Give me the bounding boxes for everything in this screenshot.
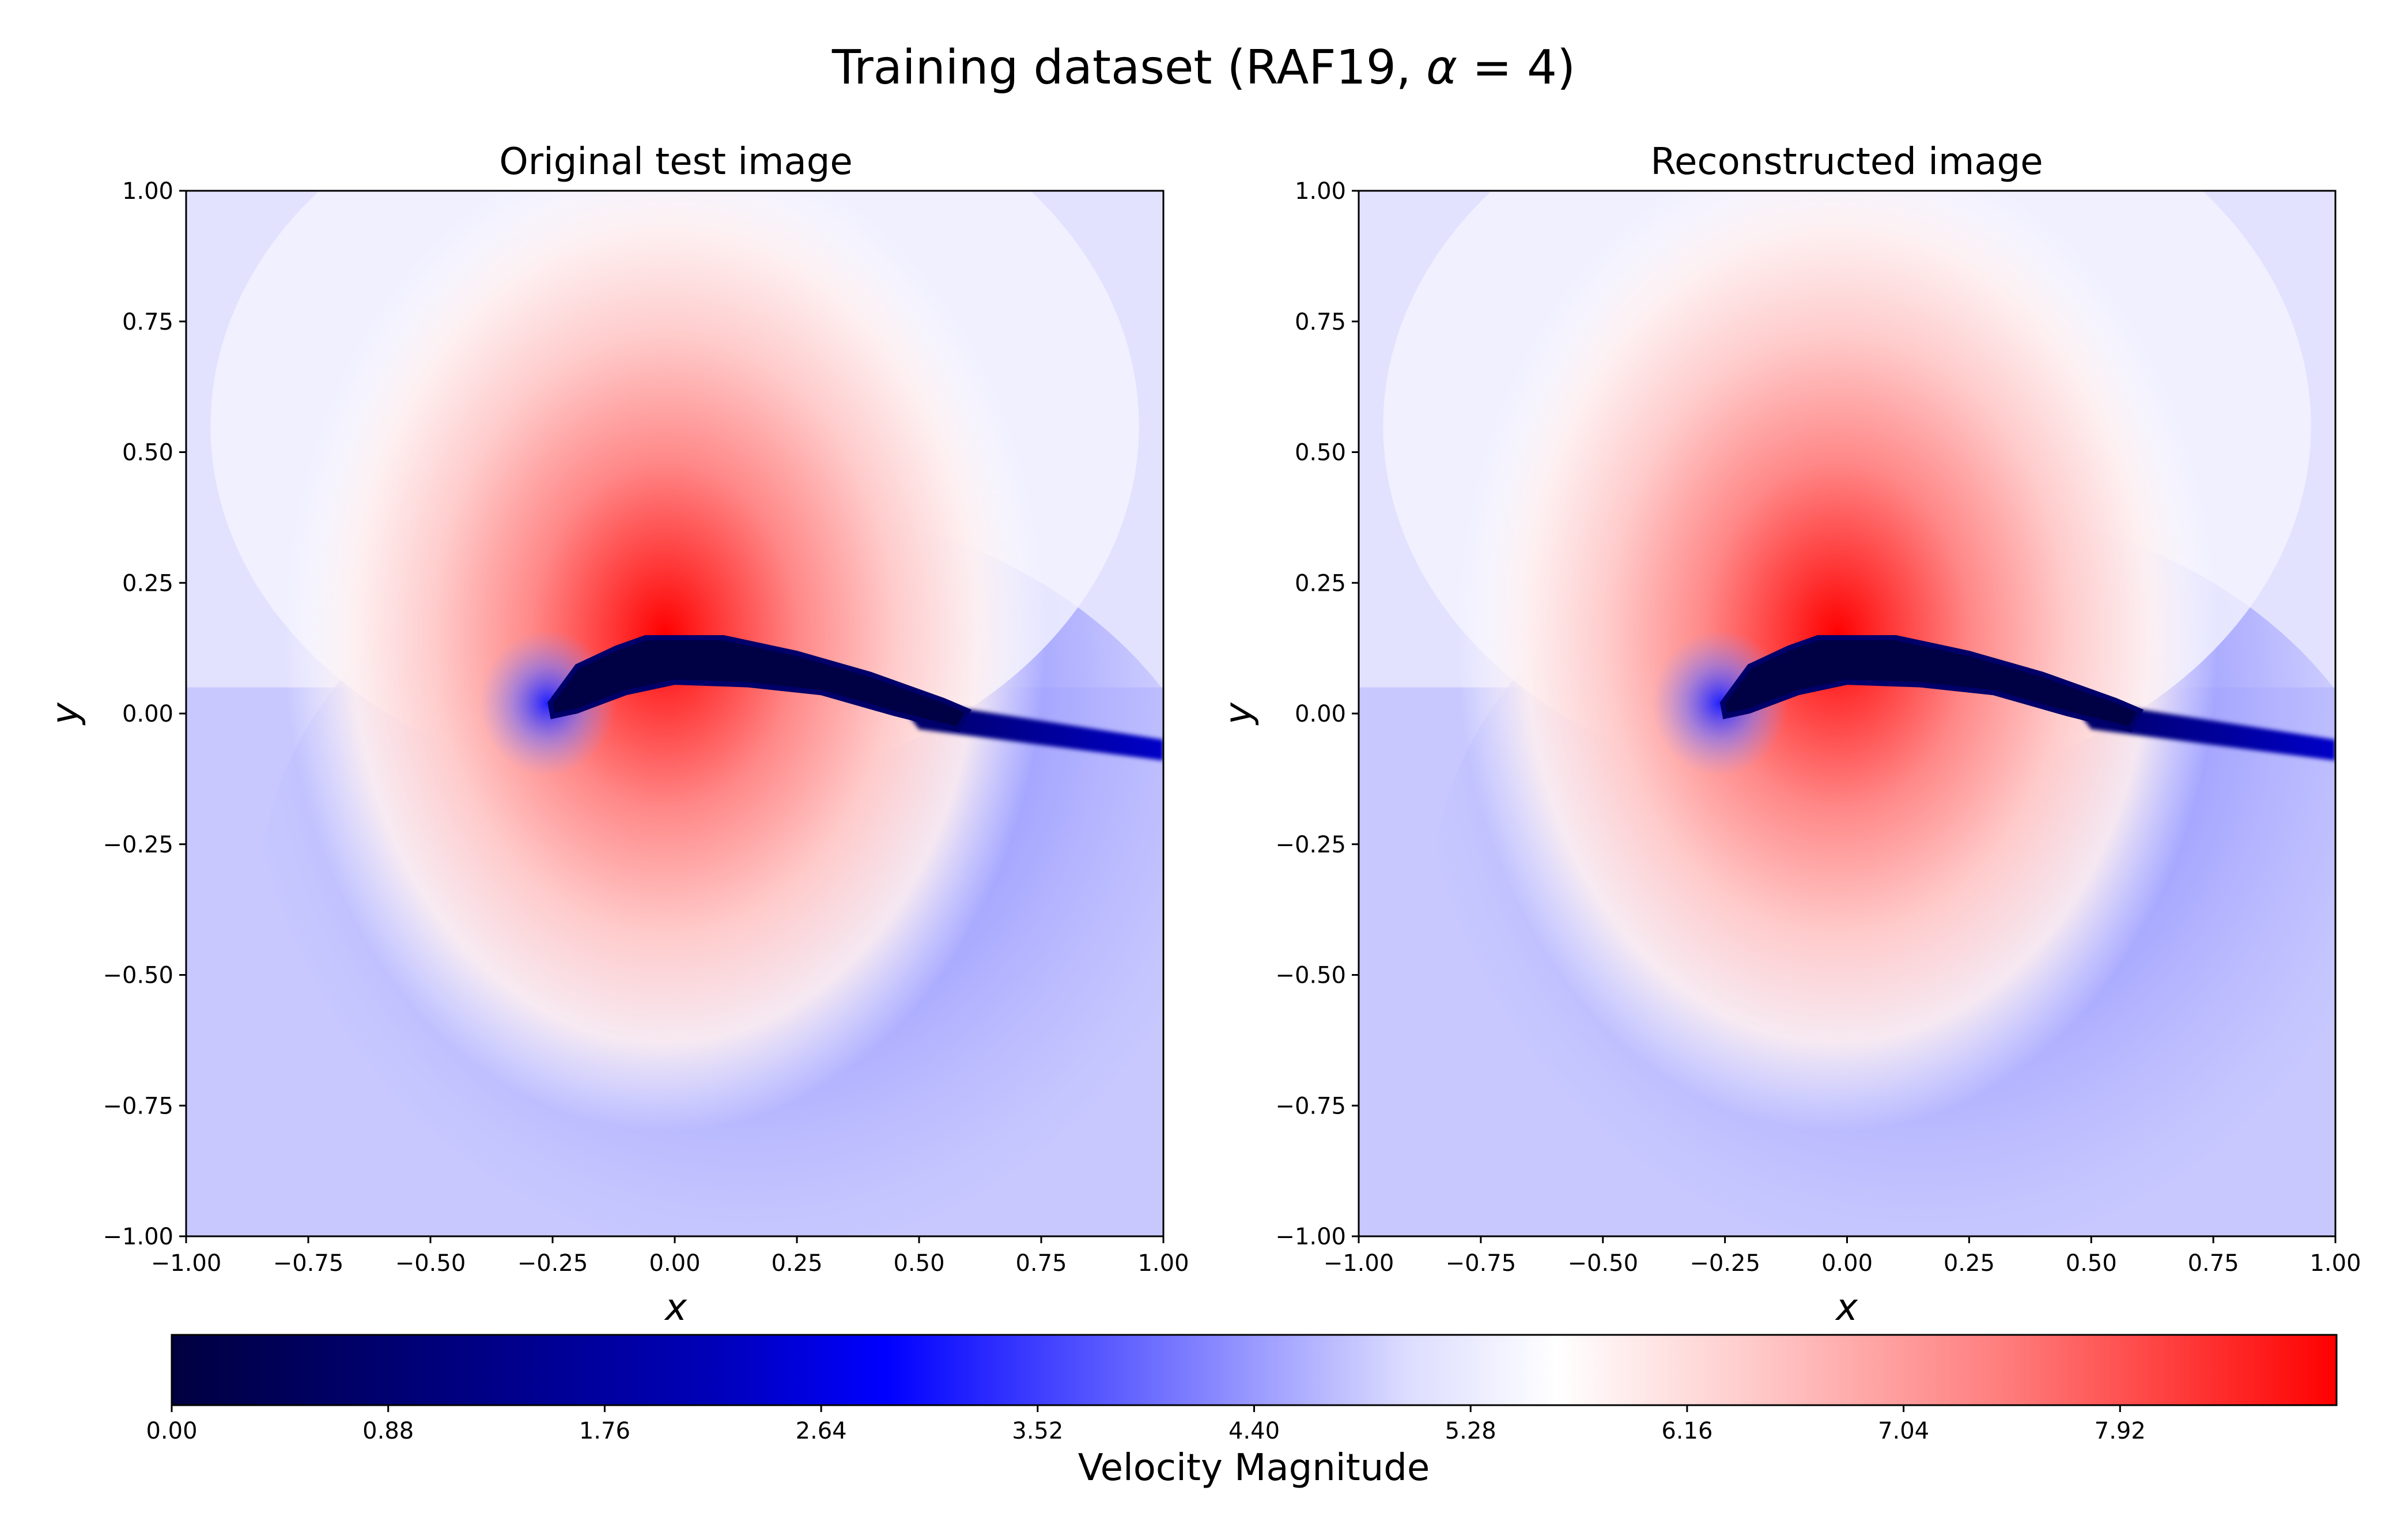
y-tick-label: 1.00 [1295,178,1346,205]
colorbar-ticks: 0.00 0.88 1.76 2.64 3.52 4.40 5.28 6.16 7.04 7.92 [146,1405,2146,1444]
axes-original: −1.00 −0.75 −0.50 −0.25 0.00 0.25 0.50 0.75 1.00… [103,178,1189,1277]
x-tick-label: 1.00 [1137,1250,1189,1277]
colorbar-tick-label: 4.40 [1228,1418,1280,1444]
x-tick-label: −1.00 [151,1250,222,1277]
colorbar-tick-label: 0.00 [146,1418,197,1444]
x-tick-label: 0.75 [1015,1250,1067,1277]
x-tick-label: 0.25 [1944,1250,1995,1277]
figure-title: Training dataset (RAF19, α = 4) [831,40,1575,95]
colorbar-label: Velocity Magnitude [1078,1447,1430,1489]
colorbar-tick-label: 6.16 [1661,1418,1713,1444]
x-tick-label: 1.00 [2309,1250,2361,1277]
x-tick-label: 0.50 [893,1250,944,1277]
colorbar-tick-label: 0.88 [362,1418,414,1444]
y-tick-label: 0.25 [1295,570,1346,597]
x-tick-label: −0.50 [1567,1250,1638,1277]
heatmap-reconstructed [1359,191,2335,1236]
x-tick-label: −0.25 [1689,1250,1760,1277]
colorbar-tick-label: 7.92 [2095,1418,2146,1444]
x-tick-label: 0.25 [771,1250,822,1277]
y-tick-label: 0.75 [122,309,173,335]
x-axis-label-original: x [664,1286,687,1329]
colorbar-tick-label: 5.28 [1445,1418,1496,1444]
high-velocity-region [283,191,1046,1132]
y-tick-label: 1.00 [122,178,173,205]
colorbar-tick-label: 2.64 [796,1418,847,1444]
x-axis-label-reconstructed: x [1835,1286,1858,1329]
x-tick-label: −0.75 [273,1250,344,1277]
heatmap-original [186,191,1163,1236]
colorbar-gradient [171,1334,2338,1406]
y-tick-label: 0.25 [122,570,173,597]
y-tick-label: 0.50 [122,440,173,466]
x-tick-label: 0.00 [1821,1250,1873,1277]
x-tick-label: −0.25 [517,1250,588,1277]
x-tick-label: 0.00 [649,1250,700,1277]
y-tick-label: 0.00 [1295,701,1346,727]
high-velocity-region [1456,191,2218,1132]
x-tick-label: −1.00 [1324,1250,1394,1277]
y-tick-label: 0.50 [1295,440,1346,466]
x-tick-label: 0.75 [2188,1250,2239,1277]
airfoil [547,635,971,733]
y-tick-label: −0.50 [1275,963,1346,989]
y-axis-label-reconstructed: y [1218,702,1260,726]
colorbar-tick-label: 1.76 [579,1418,630,1444]
colorbar-tick-label: 3.52 [1012,1418,1063,1444]
y-tick-label: −0.25 [103,832,173,858]
y-tick-label: −0.25 [1275,832,1346,858]
panel-title-reconstructed: Reconstructed image [1650,141,2043,183]
y-axis-label-original: y [44,702,87,726]
x-tick-label: −0.50 [395,1250,466,1277]
panel-title-original: Original test image [499,141,852,183]
y-tick-label: −1.00 [1275,1224,1346,1250]
x-tick-label: 0.50 [2066,1250,2117,1277]
y-tick-label: −1.00 [103,1224,173,1250]
colorbar-tick-label: 7.04 [1878,1418,1929,1444]
colorbar: 0.00 0.88 1.76 2.64 3.52 4.40 5.28 6.16 7.04 7.92… [146,1334,2338,1489]
y-tick-label: −0.75 [1275,1093,1346,1119]
y-tick-label: −0.75 [103,1093,173,1119]
y-tick-label: 0.75 [1295,309,1346,335]
y-tick-label: 0.00 [122,701,173,727]
x-tick-label: −0.75 [1446,1250,1517,1277]
axes-reconstructed: −1.00 −0.75 −0.50 −0.25 0.00 0.25 0.50 0.75 1.00… [1275,178,2361,1277]
panel-reconstructed: Reconstructed image −1.00 −0.75 −0.50 −0.25… [1218,141,2361,1329]
y-tick-label: −0.50 [103,963,173,989]
airfoil [1719,635,2144,733]
panel-original: Original test image −1.00 −0.75 −0.50 −0.25… [44,141,1189,1329]
